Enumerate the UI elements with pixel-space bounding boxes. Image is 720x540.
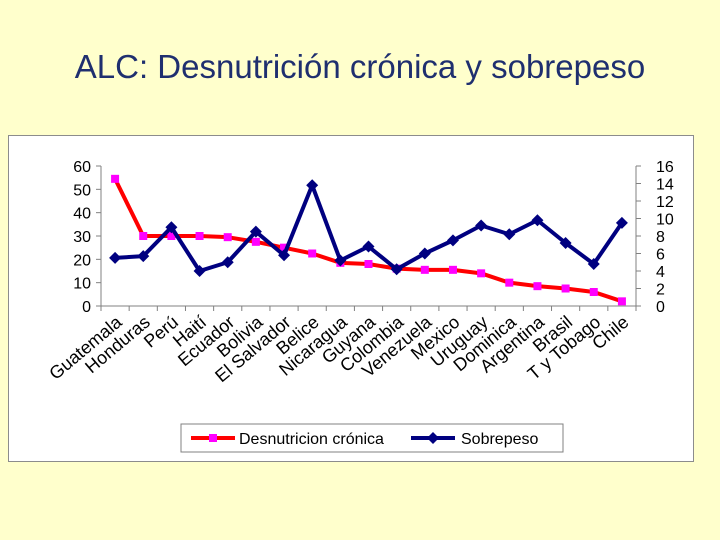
data-point-sobrepeso bbox=[334, 254, 347, 267]
y-left-tick-label: 10 bbox=[73, 276, 91, 293]
data-point-sobrepeso bbox=[475, 219, 488, 232]
data-point-desnutricion bbox=[364, 260, 373, 268]
data-point-desnutricion bbox=[561, 284, 570, 293]
y-right-tick-label: 0 bbox=[656, 299, 665, 316]
y-right-tick-label: 12 bbox=[656, 194, 674, 211]
y-left-tick-label: 30 bbox=[73, 229, 91, 246]
data-point-sobrepeso bbox=[109, 251, 122, 264]
data-point-sobrepeso bbox=[165, 221, 178, 234]
data-point-sobrepeso bbox=[559, 237, 572, 249]
data-point-desnutricion bbox=[533, 282, 542, 291]
data-point-sobrepeso bbox=[390, 263, 403, 276]
data-point-desnutricion bbox=[505, 278, 514, 287]
y-right-tick-label: 8 bbox=[656, 229, 665, 246]
legend-marker-sobrepeso bbox=[427, 432, 439, 444]
chart-panel: 0 10 20 30 40 50 60 0 2 4 6 8 10 12 14 16 Guatemala Hondu… bbox=[8, 135, 694, 462]
data-point-desnutricion bbox=[589, 288, 598, 296]
data-point-sobrepeso bbox=[278, 249, 291, 262]
chart-area: 01020304050600246810121416GuatemalaHondu… bbox=[45, 159, 674, 453]
y-left-tick-label: 50 bbox=[73, 182, 91, 199]
data-point-sobrepeso bbox=[362, 240, 375, 253]
series-line-desnutricion bbox=[113, 177, 623, 304]
data-point-desnutricion bbox=[617, 297, 626, 306]
legend-box bbox=[180, 423, 564, 453]
data-point-desnutricion bbox=[420, 265, 429, 274]
data-point-sobrepeso bbox=[221, 256, 234, 269]
data-point-sobrepeso bbox=[193, 265, 206, 277]
data-point-desnutricion bbox=[167, 232, 176, 240]
data-point-desnutricion bbox=[195, 232, 204, 240]
y-right-tick-label: 2 bbox=[656, 282, 665, 299]
slide-title: ALC: Desnutrición crónica y sobrepeso bbox=[74, 48, 646, 85]
data-point-sobrepeso bbox=[137, 250, 150, 263]
y-right-tick-label: 14 bbox=[656, 177, 674, 194]
data-point-desnutricion bbox=[111, 174, 120, 183]
y-right-tick-label: 6 bbox=[656, 247, 665, 264]
y-left-tick-label: 0 bbox=[82, 299, 91, 316]
data-point-desnutricion bbox=[251, 237, 260, 246]
data-point-desnutricion bbox=[139, 232, 148, 240]
data-point-desnutricion bbox=[223, 233, 232, 242]
data-point-sobrepeso bbox=[418, 247, 431, 260]
data-point-desnutricion bbox=[280, 243, 289, 252]
data-point-sobrepeso bbox=[587, 258, 600, 270]
legend-label-sobrepeso: Sobrepeso bbox=[461, 431, 538, 448]
y-right-tick-label: 10 bbox=[656, 212, 674, 229]
legend-label-desnutricion: Desnutricion crónica bbox=[239, 431, 384, 448]
series-line-sobrepeso bbox=[114, 183, 624, 273]
y-right-tick-label: 16 bbox=[656, 159, 674, 176]
y-left-tick-label: 20 bbox=[73, 252, 91, 269]
data-point-desnutricion bbox=[477, 269, 486, 278]
data-point-sobrepeso bbox=[503, 228, 516, 241]
y-left-tick-label: 60 bbox=[73, 159, 91, 176]
data-point-sobrepeso bbox=[306, 179, 319, 192]
y-right-tick-label: 4 bbox=[656, 264, 665, 281]
data-point-sobrepeso bbox=[446, 234, 459, 247]
y-left-tick-label: 40 bbox=[73, 206, 91, 223]
data-point-sobrepeso bbox=[531, 214, 544, 227]
data-point-desnutricion bbox=[308, 249, 317, 258]
legend-marker-desnutricion bbox=[209, 434, 217, 442]
data-point-sobrepeso bbox=[249, 225, 262, 238]
data-point-sobrepeso bbox=[615, 216, 628, 229]
data-point-desnutricion bbox=[448, 265, 457, 274]
